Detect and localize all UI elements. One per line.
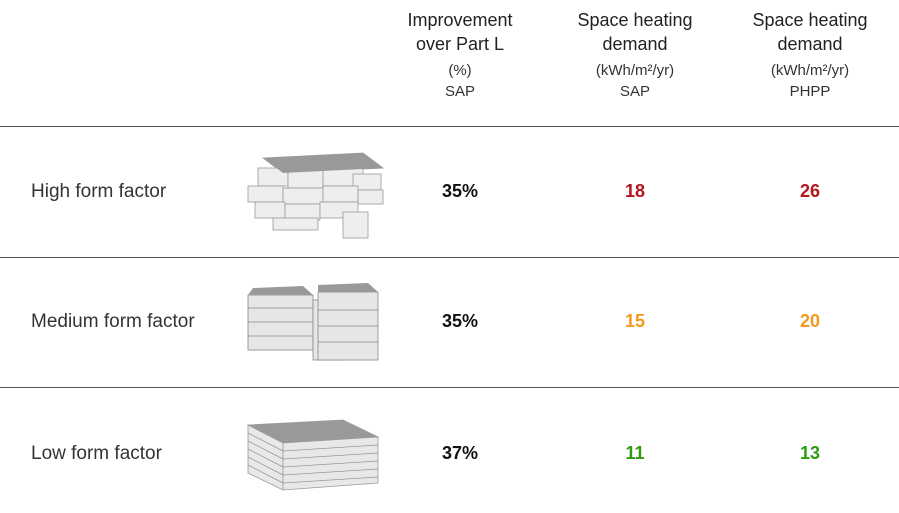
value-cell: 15 [624,311,646,331]
column-title: Improvement over Part L [407,10,513,54]
column-header: Space heating demand (kWh/m²/yr) SAP [555,8,715,102]
value-cell: 26 [799,181,821,201]
value-cell: 11 [625,443,645,463]
row-label: Low form factor [31,443,162,464]
column-title: Space heating demand [752,10,868,54]
column-header: Space heating demand (kWh/m²/yr) PHPP [730,8,890,102]
column-title: Space heating demand [577,10,693,54]
value-cell: 37% [441,443,479,463]
value-cell: 18 [624,181,646,201]
column-method: SAP [619,83,650,100]
column-method: PHPP [789,83,831,100]
column-header: Improvement over Part L (%) SAP [380,8,540,102]
building-low [246,419,380,491]
row-label: High form factor [31,181,167,202]
column-unit: (kWh/m²/yr) [770,62,850,79]
value-cell: 35% [441,181,479,201]
value-cell: 35% [441,311,479,331]
building-medium [247,283,379,361]
header-rule [0,126,899,127]
value-cell: 20 [799,311,821,331]
column-method: SAP [444,83,475,100]
column-unit: (kWh/m²/yr) [595,62,675,79]
row-label: Medium form factor [31,311,195,332]
column-unit: (%) [448,62,472,79]
row-rule [0,257,899,258]
row-rule [0,387,899,388]
value-cell: 13 [799,443,821,463]
building-high [247,152,385,239]
